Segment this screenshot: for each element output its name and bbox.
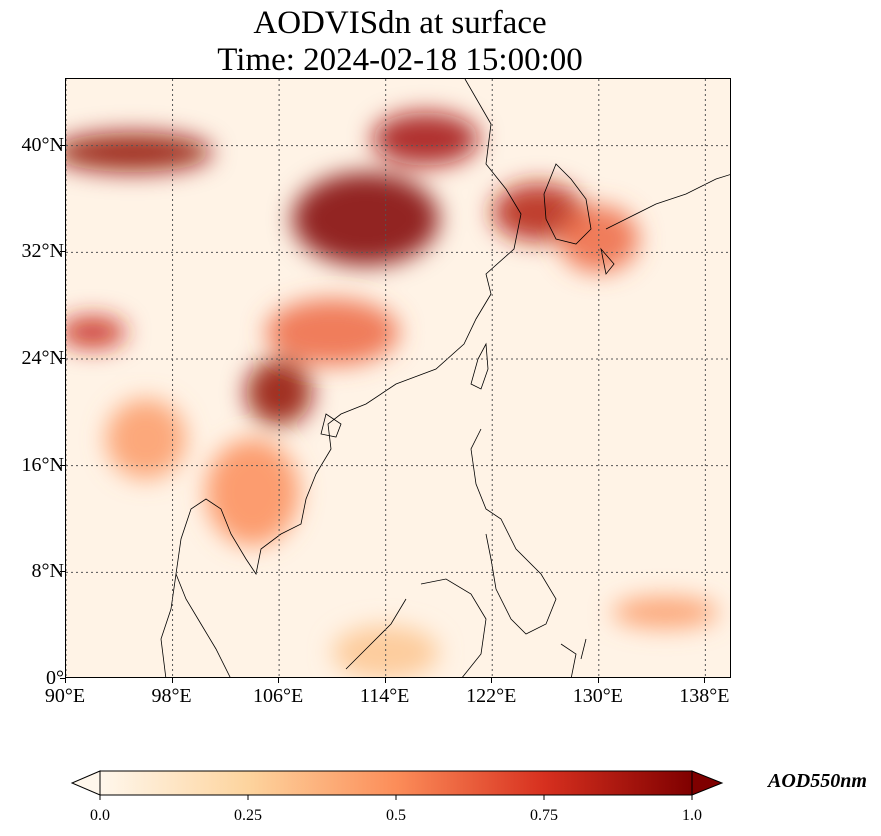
aod-region-northeast-band xyxy=(372,112,479,166)
latitude-label: 16°N xyxy=(21,453,64,476)
aod-region-north-china-plain xyxy=(292,172,439,266)
longitude-tick xyxy=(278,678,280,683)
longitude-tick xyxy=(597,678,599,683)
mainland-coastline xyxy=(160,79,522,677)
map-time-subtitle: Time: 2024-02-18 15:00:00 xyxy=(217,42,583,78)
longitude-tick xyxy=(384,678,386,683)
aod-region-northwest-plume xyxy=(66,132,213,173)
malay-peninsula-coastline xyxy=(175,573,231,677)
map-panel[interactable] xyxy=(65,78,731,678)
colorbar-tick-label: 1.0 xyxy=(682,807,702,824)
philippines-coastline xyxy=(470,428,557,635)
hainan-coastline xyxy=(320,413,342,438)
colorbar-bar xyxy=(99,770,693,796)
colorbar-tick-label: 0.5 xyxy=(386,807,406,824)
longitude-label: 98°E xyxy=(151,685,192,707)
colorbar-extend-low xyxy=(70,770,101,796)
latitude-label: 32°N xyxy=(21,240,64,263)
colorbar-extend-high xyxy=(691,770,724,796)
longitude-label: 122°E xyxy=(466,685,517,707)
latitude-tick xyxy=(60,251,65,253)
aod-region-myanmar-north xyxy=(66,316,126,349)
latitude-tick xyxy=(60,571,65,573)
aod-region-northern-vietnam xyxy=(245,359,313,426)
korea-coastline xyxy=(543,163,592,245)
aod-region-indochina-west xyxy=(105,399,186,479)
coastlines xyxy=(160,79,730,677)
aod-region-thailand-cambodia xyxy=(205,439,300,546)
latitude-tick xyxy=(60,358,65,359)
map-title: AODVISdn at surface xyxy=(253,5,547,41)
longitude-label: 114°E xyxy=(359,685,410,707)
colorbar-title: AOD550nm xyxy=(768,770,867,792)
longitude-tick xyxy=(491,678,493,683)
latitude-label: 0° xyxy=(46,667,64,689)
longitude-label: 106°E xyxy=(253,685,304,707)
sulawesi-coastline xyxy=(560,638,587,677)
longitude-label: 130°E xyxy=(572,685,623,707)
colorbar-tick-label: 0.75 xyxy=(530,807,558,824)
latitude-tick xyxy=(60,464,65,466)
aod-region-south-china xyxy=(265,299,399,366)
aod-region-pacific-band xyxy=(612,596,719,629)
latitude-tick xyxy=(60,678,65,679)
longitude-tick xyxy=(65,678,66,683)
longitude-label: 90°E xyxy=(44,685,86,707)
longitude-tick xyxy=(171,678,173,683)
longitude-label: 138°E xyxy=(679,685,730,707)
borneo-coastline xyxy=(345,578,487,677)
aod-region-borneo xyxy=(332,625,439,677)
colorbar-tick-label: 0.0 xyxy=(90,807,110,824)
latitude-label: 40°N xyxy=(21,133,64,156)
aod-field xyxy=(66,112,719,677)
longitude-tick xyxy=(704,678,706,683)
latitude-tick xyxy=(60,144,65,146)
colorbar xyxy=(70,770,724,800)
latitude-label: 24°N xyxy=(21,347,64,369)
colorbar-tick-label: 0.25 xyxy=(234,807,262,824)
taiwan-coastline xyxy=(470,342,489,390)
gridlines xyxy=(66,79,730,677)
latitude-label: 8°N xyxy=(31,560,64,583)
aod-map xyxy=(66,79,730,677)
japan-coastline xyxy=(600,174,730,275)
